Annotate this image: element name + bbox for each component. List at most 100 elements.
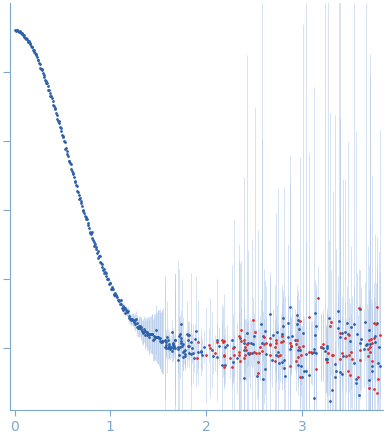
Point xyxy=(120,306,126,313)
Point xyxy=(208,346,215,353)
Point xyxy=(280,314,286,321)
Point xyxy=(293,340,299,347)
Point xyxy=(82,212,88,219)
Point xyxy=(328,386,335,393)
Point xyxy=(73,181,79,188)
Point xyxy=(371,385,377,392)
Point xyxy=(322,347,328,354)
Point xyxy=(195,339,201,346)
Point xyxy=(357,357,363,364)
Point xyxy=(263,339,269,346)
Point xyxy=(281,357,287,364)
Point xyxy=(201,343,207,350)
Point xyxy=(44,80,50,87)
Point xyxy=(47,90,53,97)
Point xyxy=(50,101,56,108)
Point xyxy=(332,373,338,380)
Point xyxy=(68,160,74,167)
Point xyxy=(354,379,360,386)
Point xyxy=(298,374,305,381)
Point xyxy=(145,330,151,337)
Point xyxy=(163,339,169,346)
Point xyxy=(182,347,188,354)
Point xyxy=(178,340,184,347)
Point xyxy=(320,340,327,347)
Point xyxy=(34,54,40,61)
Point xyxy=(134,324,141,331)
Point xyxy=(32,50,38,57)
Point xyxy=(366,376,372,383)
Point xyxy=(105,276,112,283)
Point xyxy=(236,351,242,358)
Point xyxy=(237,358,244,365)
Point xyxy=(240,375,247,382)
Point xyxy=(25,38,31,45)
Point xyxy=(306,349,312,356)
Point xyxy=(169,347,175,354)
Point xyxy=(306,314,312,321)
Point xyxy=(67,159,73,166)
Point xyxy=(108,285,114,292)
Point xyxy=(54,115,60,122)
Point xyxy=(152,333,158,340)
Point xyxy=(374,303,380,310)
Point xyxy=(257,344,264,351)
Point xyxy=(295,361,301,368)
Point xyxy=(83,214,89,221)
Point xyxy=(142,331,149,338)
Point xyxy=(282,373,288,380)
Point xyxy=(24,35,30,42)
Point xyxy=(26,37,32,44)
Point xyxy=(242,352,248,359)
Point xyxy=(83,215,89,222)
Point xyxy=(337,334,343,341)
Point xyxy=(259,340,265,347)
Point xyxy=(373,320,379,327)
Point xyxy=(19,29,25,36)
Point xyxy=(154,333,161,340)
Point xyxy=(366,337,372,344)
Point xyxy=(84,215,90,222)
Point xyxy=(166,342,172,349)
Point xyxy=(280,338,286,345)
Point xyxy=(152,333,159,340)
Point xyxy=(303,350,310,357)
Point xyxy=(43,80,49,87)
Point xyxy=(345,331,351,338)
Point xyxy=(166,346,173,353)
Point xyxy=(162,336,168,343)
Point xyxy=(298,352,304,359)
Point xyxy=(186,331,192,338)
Point xyxy=(58,125,64,132)
Point xyxy=(357,347,363,354)
Point xyxy=(64,150,70,157)
Point xyxy=(113,291,119,298)
Point xyxy=(234,354,240,361)
Point xyxy=(275,348,281,355)
Point xyxy=(95,254,102,261)
Point xyxy=(328,319,334,326)
Point xyxy=(292,336,298,343)
Point xyxy=(236,332,242,339)
Point xyxy=(301,367,307,374)
Point xyxy=(171,342,177,349)
Point xyxy=(35,56,41,63)
Point xyxy=(175,345,181,352)
Point xyxy=(313,365,320,372)
Point xyxy=(24,37,30,44)
Point xyxy=(97,259,103,266)
Point xyxy=(131,319,137,326)
Point xyxy=(139,328,145,335)
Point xyxy=(364,341,371,348)
Point xyxy=(241,337,247,344)
Point xyxy=(289,332,295,339)
Point xyxy=(85,220,91,227)
Point xyxy=(198,351,205,358)
Point xyxy=(340,352,346,359)
Point xyxy=(93,243,99,250)
Point xyxy=(245,350,251,357)
Point xyxy=(336,317,342,324)
Point xyxy=(229,337,235,344)
Point xyxy=(262,365,268,372)
Point xyxy=(148,330,154,337)
